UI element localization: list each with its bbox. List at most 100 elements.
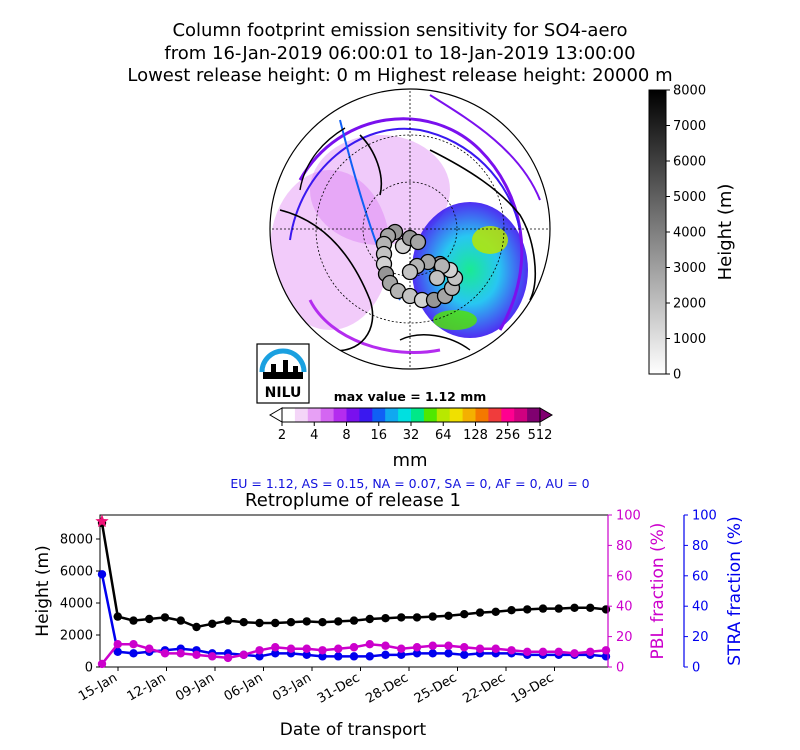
pbl-series-point [365, 640, 374, 649]
pbl-tick-label: 0 [616, 661, 624, 676]
pbl-series-point [286, 644, 296, 653]
height-series-point [570, 603, 579, 612]
pbl-tick-label: 80 [616, 539, 633, 554]
height-series-point [145, 614, 154, 624]
height-series-point [208, 619, 217, 628]
stra-series-point [460, 650, 469, 660]
height-colorbar-tick-label: 0 [673, 368, 681, 383]
height-series-point [428, 612, 437, 621]
logo-skyline [271, 364, 276, 372]
plume-marker [401, 263, 419, 281]
height-colorbar-tick-label: 8000 [673, 84, 706, 99]
pbl-series-point [554, 647, 563, 656]
height-series-point [160, 613, 170, 622]
height-series-point [475, 608, 485, 617]
pbl-series-point [507, 646, 516, 655]
height-series-point [412, 613, 422, 622]
height-colorbar-tick-label: 2000 [673, 297, 706, 312]
height-series-point [507, 606, 516, 615]
chart-title: Retroplume of release 1 [245, 490, 461, 511]
height-series-point [255, 618, 264, 628]
pbl-series-point [145, 644, 154, 653]
x-tick-label: 22-Dec [460, 670, 508, 706]
pbl-series-point [538, 647, 548, 656]
pbl-series-point [192, 650, 201, 660]
stra-series-point [381, 650, 390, 660]
footprint-hotspot [472, 226, 508, 254]
height-series-point [318, 618, 327, 627]
height-series-point [239, 618, 248, 627]
colorbar-segment [282, 408, 296, 422]
colorbar-segment [320, 408, 335, 422]
stra-series-point [365, 652, 374, 661]
stra-series-point [412, 649, 422, 658]
stra-series-point [397, 650, 406, 660]
height-series-point [365, 614, 374, 624]
height-series-point [176, 616, 185, 625]
pbl-series-point [176, 649, 185, 658]
region-info-text: EU = 1.12, AS = 0.15, NA = 0.07, SA = 0,… [230, 476, 589, 491]
plume-marker [409, 233, 427, 251]
pbl-series-point [208, 652, 217, 661]
footprint-plume-north [310, 135, 450, 245]
height-series-point [302, 617, 311, 626]
pbl-series-point [491, 644, 500, 653]
stra-series-point [428, 649, 437, 658]
x-tick-label: 31-Dec [315, 670, 363, 706]
y-tick-label: 8000 [60, 533, 93, 548]
height-series-point [523, 605, 532, 614]
colorbar-unit-label: mm [392, 450, 427, 471]
x-tick-label: 19-Dec [509, 670, 557, 706]
pbl-series-point [271, 643, 280, 652]
x-tick-label: 28-Dec [363, 670, 411, 706]
height-series-point [129, 616, 138, 625]
figure-title-line-1: Column footprint emission sensitivity fo… [172, 20, 628, 41]
footprint-plume-west [270, 170, 390, 330]
height-series-point [349, 616, 359, 625]
colorbar-segment [307, 408, 322, 422]
stra-series-point [113, 647, 122, 656]
pbl-tick-label: 40 [616, 600, 633, 615]
stra-tick-label: 40 [692, 600, 709, 615]
colorbar-segment [346, 408, 360, 422]
y-tick-label: 0 [85, 661, 93, 676]
pbl-series-point [601, 646, 611, 655]
height-series-point [113, 612, 122, 621]
logo-skyline [263, 372, 303, 379]
height-colorbar-tick-label: 3000 [673, 261, 706, 276]
colorbar-segment [411, 408, 425, 422]
stra-axis-label: STRA fraction (%) [725, 516, 745, 665]
pbl-series-point [223, 653, 233, 663]
height-colorbar-tick-label: 5000 [673, 190, 706, 205]
stra-series-point [334, 652, 343, 661]
plume-contour [308, 299, 441, 355]
height-series-point [192, 622, 201, 632]
colorbar-segment [294, 408, 309, 422]
colorbar-segment [333, 408, 347, 422]
pbl-series-point [97, 659, 107, 669]
colorbar-segment [385, 408, 399, 422]
colorbar-segment [475, 408, 489, 422]
stra-series-point [271, 649, 280, 658]
colorbar-segment [527, 408, 541, 422]
pbl-series-point [460, 643, 469, 652]
pbl-axis-label: PBL fraction (%) [648, 523, 668, 660]
height-colorbar-tick-label: 4000 [673, 226, 706, 241]
pbl-series-point [334, 644, 343, 653]
stra-series-point [129, 649, 138, 658]
logo-skyline [293, 366, 298, 372]
height-series-point [460, 610, 469, 619]
colorbar-tick-label: 2 [278, 428, 286, 443]
height-colorbar-tick-label: 6000 [673, 155, 706, 170]
figure-title-line-3: Lowest release height: 0 m Highest relea… [127, 65, 673, 86]
pbl-series-point [523, 647, 532, 656]
colorbar-tick-label: 64 [435, 428, 452, 443]
colorbar-segment [462, 408, 476, 422]
plume-contour [289, 127, 521, 241]
y-tick-label: 4000 [60, 597, 93, 612]
colorbar-tick-label: 256 [495, 428, 520, 443]
stra-series-point [302, 650, 311, 660]
